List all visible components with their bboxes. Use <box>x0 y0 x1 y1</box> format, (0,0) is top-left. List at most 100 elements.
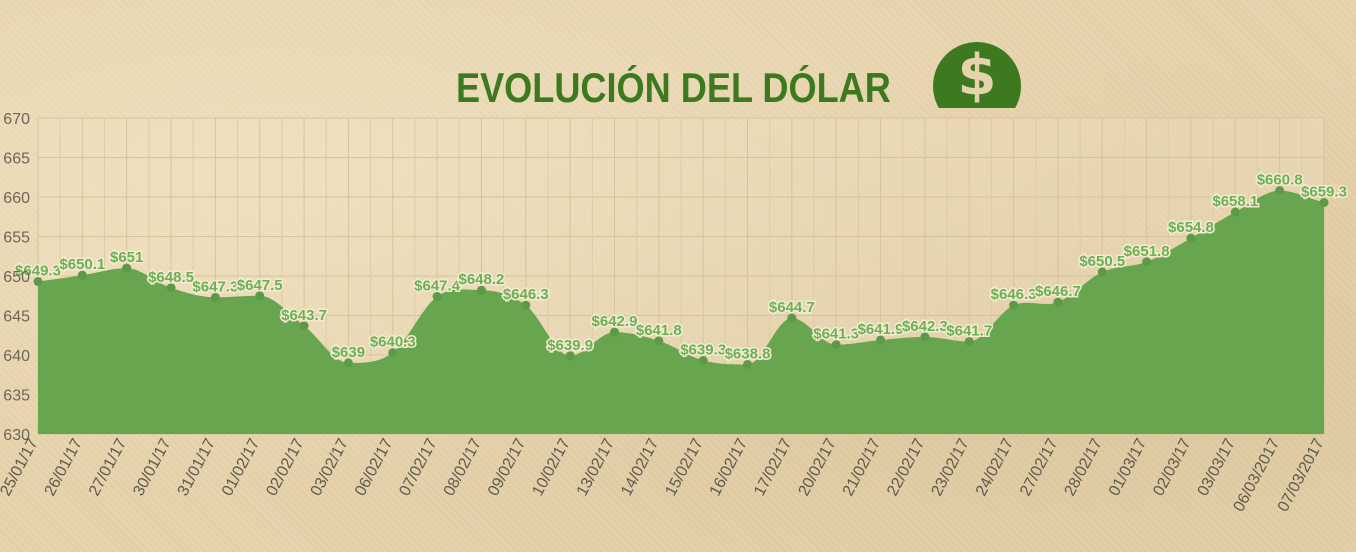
x-tick-label: 26/01/17 <box>42 436 86 499</box>
data-point <box>33 277 43 287</box>
data-point <box>432 292 442 302</box>
data-point <box>1319 198 1329 208</box>
area-layer <box>38 190 1324 434</box>
x-tick-label: 21/02/17 <box>840 436 884 499</box>
data-point <box>1186 233 1196 243</box>
y-tick-label: 665 <box>3 151 30 168</box>
data-label: $648.5 <box>148 269 194 286</box>
data-label: $648.2 <box>459 271 505 288</box>
data-label: $649.3 <box>15 263 61 280</box>
data-label: $641.7 <box>946 323 992 340</box>
dollar-sign-glyph: $ <box>957 43 997 108</box>
data-point <box>609 327 619 337</box>
x-tick-label: 16/02/17 <box>707 436 751 499</box>
data-label: $651.8 <box>1124 243 1170 260</box>
data-label: $646.7 <box>1035 283 1081 300</box>
y-tick-label: 635 <box>3 388 30 405</box>
dollar-circle-icon: $ <box>933 42 1021 108</box>
y-axis: 630 635 640 645 650 655 660 665 670 <box>3 111 30 444</box>
x-tick-label: 28/02/17 <box>1062 436 1106 499</box>
data-point <box>476 285 486 295</box>
x-tick-label: 14/02/17 <box>618 436 662 499</box>
y-tick-label: 655 <box>3 230 30 247</box>
y-tick-label: 630 <box>3 427 30 444</box>
x-tick-label: 25/01/17 <box>0 436 42 499</box>
data-label: $642.9 <box>592 313 638 330</box>
x-tick-label: 03/03/17 <box>1195 436 1239 499</box>
data-label: $647.4 <box>414 278 461 295</box>
data-label: $639 <box>332 344 365 361</box>
x-tick-label: 03/02/17 <box>308 436 352 499</box>
x-tick-label: 22/02/17 <box>884 436 928 499</box>
data-label: $659.3 <box>1301 184 1347 201</box>
data-point <box>343 358 353 368</box>
x-tick-label: 06/02/17 <box>352 436 396 499</box>
x-tick-label: 07/03/2017 <box>1275 436 1328 515</box>
data-point <box>831 340 841 350</box>
data-label: $646.3 <box>991 286 1037 303</box>
x-tick-label: 31/01/17 <box>175 436 219 499</box>
data-point <box>166 283 176 293</box>
x-tick-label: 27/01/17 <box>86 436 130 499</box>
x-tick-label: 01/02/17 <box>219 436 263 499</box>
data-label: $647.3 <box>192 278 238 295</box>
data-label: $639.3 <box>680 342 726 359</box>
data-label: $647.5 <box>237 277 283 294</box>
data-point <box>964 337 974 347</box>
series-area <box>38 190 1324 434</box>
data-point <box>122 263 132 273</box>
data-point <box>1142 257 1152 267</box>
x-tick-label: 17/02/17 <box>751 436 795 499</box>
data-label: $644.7 <box>769 299 815 316</box>
data-point <box>521 300 531 310</box>
data-point <box>388 348 398 358</box>
data-label: $650.5 <box>1079 253 1125 270</box>
data-label: $641.9 <box>858 321 904 338</box>
x-tick-label: 27/02/17 <box>1017 436 1061 499</box>
x-tick-label: 23/02/17 <box>929 436 973 499</box>
y-tick-label: 660 <box>3 190 30 207</box>
x-tick-label: 09/02/17 <box>485 436 529 499</box>
data-point <box>787 313 797 323</box>
data-point <box>255 291 265 301</box>
points-layer <box>33 186 1329 369</box>
data-point <box>743 359 753 369</box>
x-tick-label: 07/02/17 <box>396 436 440 499</box>
data-label: $646.3 <box>503 286 549 303</box>
data-label: $640.3 <box>370 334 416 351</box>
y-tick-label: 670 <box>3 111 30 128</box>
data-label: $651 <box>110 249 143 266</box>
data-label: $660.8 <box>1257 172 1303 189</box>
data-label: $654.8 <box>1168 219 1214 236</box>
data-point <box>1053 297 1063 307</box>
data-label: $641.3 <box>813 326 859 343</box>
x-tick-label: 30/01/17 <box>130 436 174 499</box>
data-point <box>1230 207 1240 217</box>
data-point <box>1097 267 1107 277</box>
data-labels-layer: $649.3$650.1 $651 $648.5$647.3$647.5 $643.7… <box>14 170 1349 364</box>
data-label: $642.3 <box>902 318 948 335</box>
x-tick-label: 08/02/17 <box>441 436 485 499</box>
x-tick-label: 13/02/17 <box>574 436 618 499</box>
data-point <box>698 356 708 366</box>
y-tick-label: 645 <box>3 309 30 326</box>
data-point <box>920 332 930 342</box>
x-tick-label: 02/03/17 <box>1150 436 1194 499</box>
data-point <box>565 351 575 361</box>
data-point <box>876 335 886 345</box>
dollar-icon-disc <box>933 42 1021 108</box>
data-point <box>210 292 220 302</box>
data-label: $643.7 <box>281 307 327 324</box>
data-point <box>1275 186 1285 196</box>
data-point <box>654 336 664 346</box>
y-tick-label: 650 <box>3 269 30 286</box>
data-point <box>299 321 309 331</box>
x-tick-label: 06/03/2017 <box>1231 436 1284 515</box>
y-tick-label: 640 <box>3 348 30 365</box>
data-label: $641.8 <box>636 322 682 339</box>
data-point <box>1009 300 1019 310</box>
x-tick-label: 01/03/17 <box>1106 436 1150 499</box>
data-label: $639.9 <box>547 337 593 354</box>
data-label: $658.1 <box>1212 193 1258 210</box>
